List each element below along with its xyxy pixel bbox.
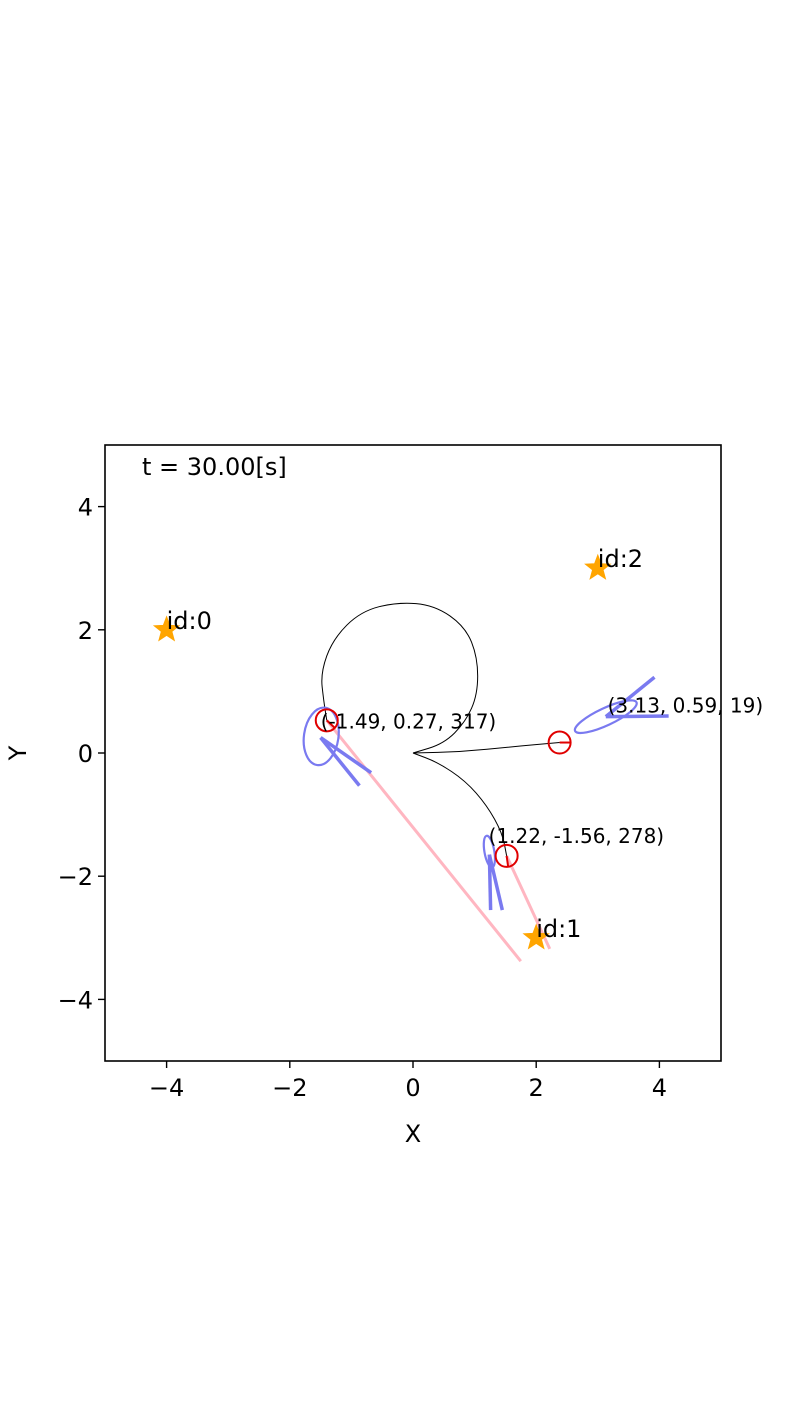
landmark-star [152, 615, 181, 642]
particle-heading [326, 719, 336, 729]
covariance-line [319, 736, 361, 787]
observation-line [325, 719, 522, 963]
y-tick-label: 0 [78, 740, 93, 768]
x-tick-label: −2 [272, 1074, 307, 1102]
covariance-line [319, 736, 373, 775]
x-tick-label: 4 [652, 1074, 667, 1102]
y-tick-label: 2 [78, 617, 93, 645]
covariance-ellipse [302, 706, 340, 767]
landmark-label: id:2 [598, 545, 643, 573]
y-tick-label: 4 [78, 494, 93, 522]
y-tick-label: −2 [58, 863, 93, 891]
landmark-label: id:1 [536, 915, 581, 943]
covariance-line [605, 714, 669, 719]
landmark-label: id:0 [167, 607, 212, 635]
covariance-line [487, 854, 505, 911]
y-axis-label: Y [4, 745, 32, 761]
x-tick-label: 2 [529, 1074, 544, 1102]
particle-marker [494, 843, 519, 868]
particle-annotation: (1.22, -1.56, 278) [489, 824, 664, 848]
x-tick-label: 0 [405, 1074, 420, 1102]
trajectory-line [412, 742, 560, 754]
axis-ticks [98, 505, 661, 1068]
trajectory-line [321, 602, 479, 754]
plot-area [152, 553, 669, 963]
x-axis-label: X [405, 1120, 421, 1148]
covariance-line [487, 854, 493, 911]
particle-heading [505, 855, 510, 867]
x-tick-label: −4 [149, 1074, 184, 1102]
particle-marker [314, 708, 339, 733]
particle-annotation: (3.13, 0.59, 19) [608, 694, 764, 718]
y-tick-label: −4 [58, 986, 93, 1014]
landmark-star [522, 923, 550, 950]
landmark-star [584, 553, 612, 580]
trajectory-line [412, 752, 508, 856]
time-label: t = 30.00[s] [142, 453, 287, 481]
covariance-line [604, 675, 656, 719]
covariance-ellipse [573, 699, 638, 735]
particle-annotation: (-1.49, 0.27, 317) [321, 709, 497, 733]
